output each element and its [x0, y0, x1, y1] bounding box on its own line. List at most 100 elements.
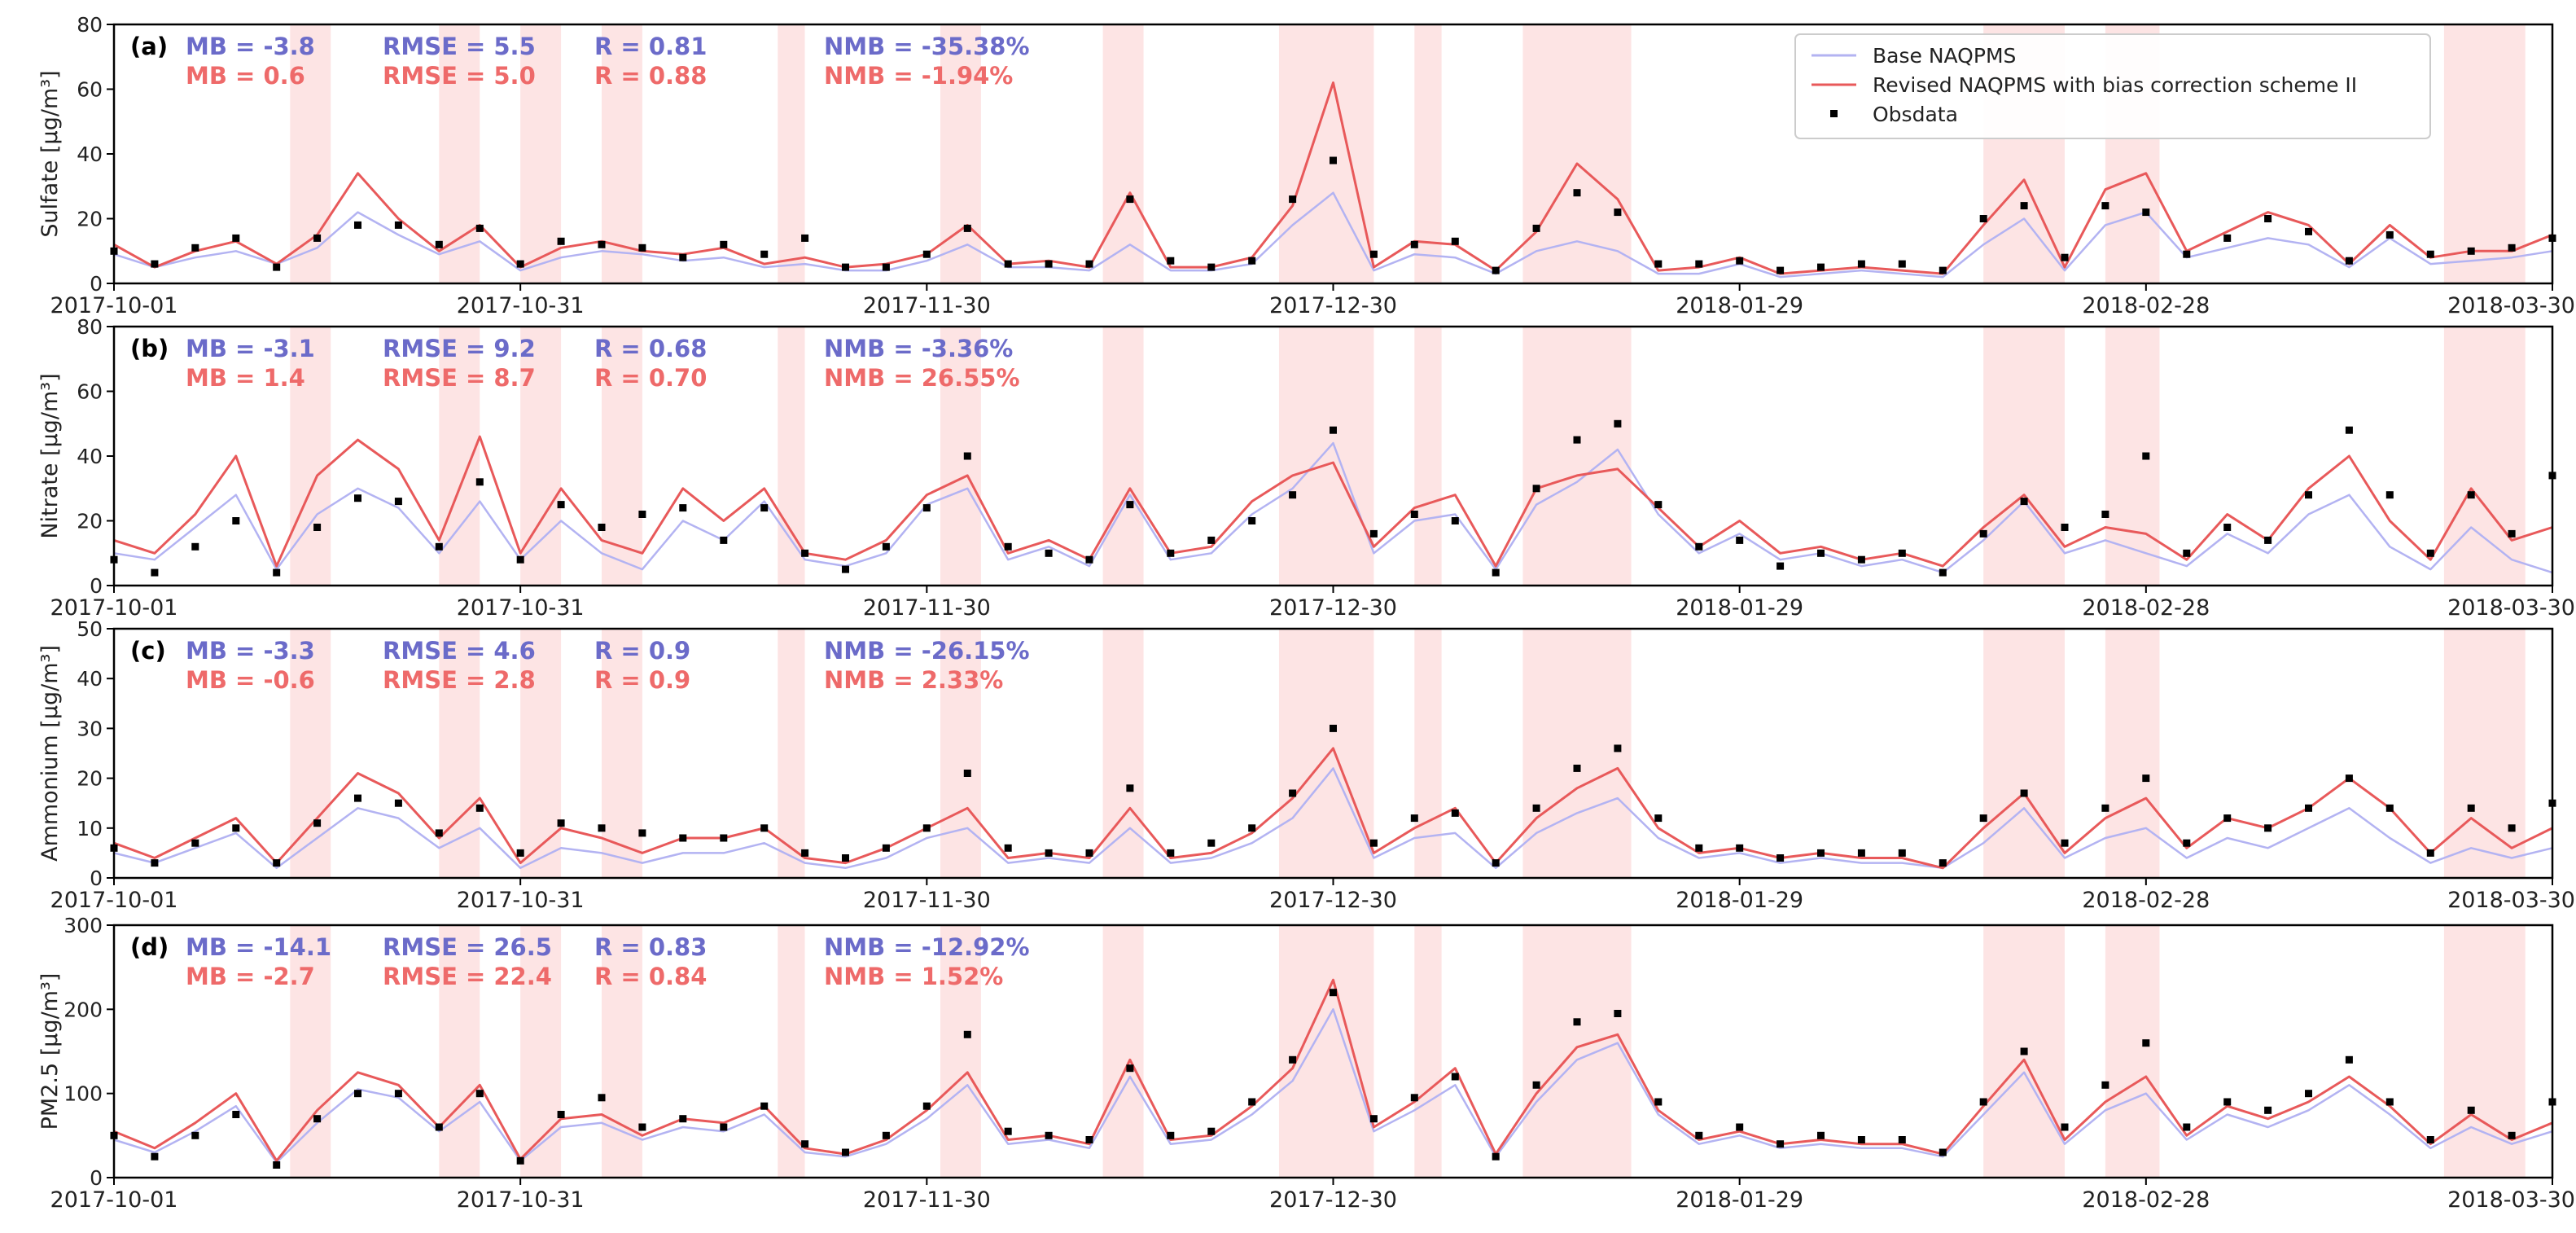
shade-a-8 — [1414, 24, 1442, 283]
obs-point-a-16 — [760, 250, 769, 258]
xtick-label-c-5: 2018-02-28 — [2082, 888, 2210, 913]
obs-point-c-37 — [1614, 744, 1622, 753]
obs-point-a-26 — [1167, 257, 1175, 265]
panel-a-base-nmb: NMB = -35.38% — [824, 33, 1030, 60]
obs-point-b-9 — [475, 478, 484, 486]
ytick-label-c-1: 10 — [77, 817, 103, 840]
obs-point-a-13 — [638, 244, 646, 252]
obs-point-b-15 — [720, 536, 728, 544]
panel-a-base-rmse: RMSE = 5.5 — [383, 33, 536, 60]
obs-point-c-14 — [679, 834, 687, 842]
obs-point-c-7 — [394, 799, 402, 807]
obs-point-b-12 — [598, 524, 606, 531]
shade-d-5 — [940, 925, 981, 1178]
ytick-label-b-4: 80 — [77, 315, 103, 339]
obs-point-d-14 — [679, 1115, 687, 1123]
obs-point-c-1 — [151, 859, 159, 867]
shade-b-11 — [2105, 327, 2160, 586]
xtick-label-c-4: 2018-01-29 — [1676, 888, 1803, 913]
obs-point-d-52 — [2223, 1098, 2232, 1106]
obs-point-a-29 — [1289, 195, 1297, 204]
obs-point-a-22 — [1004, 260, 1012, 268]
ytick-label-c-5: 50 — [77, 617, 103, 641]
obs-point-c-26 — [1167, 849, 1175, 857]
obs-point-b-40 — [1736, 536, 1744, 544]
panel-b-revised-r: R = 0.70 — [594, 364, 707, 392]
panel-d-base-nmb: NMB = -12.92% — [824, 933, 1030, 961]
obs-point-b-43 — [1857, 555, 1865, 564]
obs-point-d-48 — [2061, 1123, 2069, 1131]
obs-point-b-24 — [1085, 555, 1093, 564]
shade-a-3 — [602, 24, 642, 283]
obs-point-d-46 — [1979, 1098, 1987, 1106]
obs-point-d-37 — [1614, 1010, 1622, 1017]
obs-point-a-17 — [801, 234, 809, 242]
obs-point-b-26 — [1167, 549, 1175, 557]
xtick-label-a-0: 2017-10-01 — [50, 293, 178, 318]
panel-a-revised-r: R = 0.88 — [594, 62, 707, 90]
panel-a-ylabel: Sulfate [μg/m³] — [37, 70, 63, 237]
obs-point-c-24 — [1085, 849, 1093, 857]
obs-point-c-21 — [963, 770, 971, 777]
obs-point-b-13 — [638, 511, 646, 518]
obs-point-b-51 — [2183, 549, 2191, 557]
panel-d-base-mb: MB = -14.1 — [186, 933, 331, 961]
panel-c-label: (c) — [130, 637, 166, 665]
xtick-label-b-4: 2018-01-29 — [1676, 595, 1803, 621]
obs-point-b-28 — [1248, 517, 1256, 524]
obs-point-d-24 — [1085, 1136, 1093, 1143]
obs-point-b-42 — [1817, 549, 1825, 557]
obs-point-d-21 — [963, 1030, 971, 1038]
obs-point-d-17 — [801, 1140, 809, 1148]
obs-point-b-19 — [882, 542, 890, 551]
obs-point-d-33 — [1451, 1073, 1459, 1081]
shade-a-6 — [1102, 24, 1144, 283]
panel-d-base-r: R = 0.83 — [594, 933, 707, 961]
obs-point-a-36 — [1573, 189, 1581, 197]
obs-point-a-47 — [2020, 202, 2028, 210]
obs-point-c-47 — [2020, 789, 2028, 797]
obs-point-d-4 — [273, 1161, 281, 1169]
obs-point-a-44 — [1898, 260, 1906, 268]
obs-point-d-53 — [2264, 1106, 2272, 1114]
obs-point-a-35 — [1532, 224, 1540, 232]
panel-b-revised-rmse: RMSE = 8.7 — [383, 364, 536, 392]
obs-point-d-55 — [2345, 1055, 2353, 1064]
obs-point-b-30 — [1330, 426, 1337, 434]
obs-point-d-51 — [2183, 1123, 2191, 1131]
panel-c-base-r: R = 0.9 — [594, 637, 690, 665]
obs-point-d-39 — [1695, 1131, 1703, 1139]
obs-point-c-3 — [232, 824, 240, 832]
obs-point-a-34 — [1492, 266, 1500, 274]
shade-a-2 — [520, 24, 562, 283]
ytick-label-c-2: 20 — [77, 767, 103, 791]
ytick-label-c-4: 40 — [77, 667, 103, 691]
obs-point-c-5 — [313, 819, 322, 827]
y-ticks-a: 0 20 40 60 80 — [77, 13, 114, 296]
obs-point-d-58 — [2467, 1106, 2475, 1114]
panel-d-label: (d) — [130, 933, 169, 961]
shade-d-8 — [1414, 925, 1442, 1178]
xtick-label-a-3: 2017-12-30 — [1269, 293, 1397, 318]
obs-point-b-1 — [151, 568, 159, 577]
shaded-periods-b — [290, 327, 2526, 586]
xtick-label-d-3: 2017-12-30 — [1269, 1187, 1397, 1213]
series-layer-c — [110, 724, 2556, 870]
shade-a-1 — [439, 24, 480, 283]
obs-point-b-16 — [760, 504, 769, 512]
panel-d-revised-r: R = 0.84 — [594, 963, 707, 990]
shade-c-7 — [1278, 629, 1374, 878]
xtick-label-c-6: 2018-03-30 — [2447, 888, 2575, 913]
ytick-label-a-2: 40 — [77, 143, 103, 166]
obs-point-a-4 — [273, 263, 281, 271]
obs-point-d-15 — [720, 1123, 728, 1131]
obs-point-c-32 — [1410, 814, 1418, 823]
obs-point-b-32 — [1410, 511, 1418, 518]
xtick-label-a-2: 2017-11-30 — [863, 293, 991, 318]
obs-point-d-26 — [1167, 1131, 1175, 1139]
obs-point-a-45 — [1939, 266, 1947, 274]
y-ticks-d: 0 100 200 300 — [64, 914, 114, 1190]
obs-point-a-6 — [354, 221, 361, 229]
obs-point-a-49 — [2101, 202, 2109, 210]
